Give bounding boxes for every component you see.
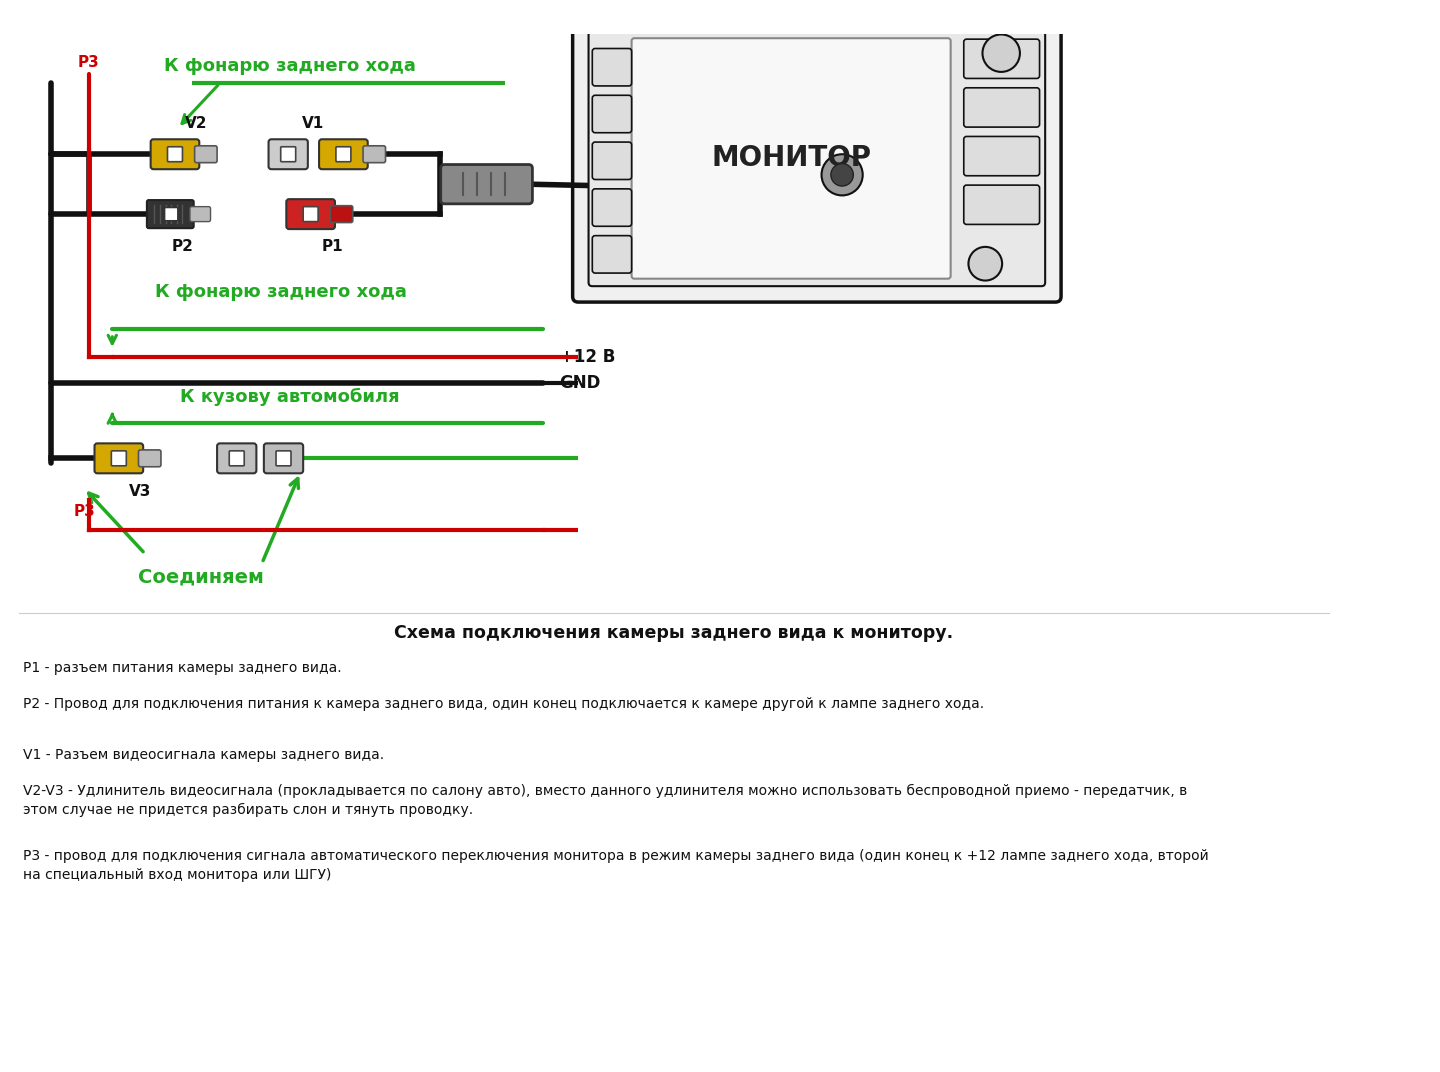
- FancyBboxPatch shape: [592, 95, 632, 133]
- FancyBboxPatch shape: [147, 200, 194, 228]
- FancyBboxPatch shape: [320, 139, 367, 169]
- Text: К кузову автомобиля: К кузову автомобиля: [180, 387, 400, 405]
- FancyBboxPatch shape: [330, 206, 353, 223]
- Text: GND: GND: [560, 373, 600, 391]
- FancyBboxPatch shape: [632, 39, 950, 279]
- FancyBboxPatch shape: [963, 185, 1040, 224]
- FancyBboxPatch shape: [441, 164, 533, 204]
- Text: этом случае не придется разбирать слон и тянуть проводку.: этом случае не придется разбирать слон и…: [23, 803, 474, 817]
- FancyBboxPatch shape: [573, 15, 1061, 302]
- Text: P3: P3: [78, 55, 99, 70]
- FancyBboxPatch shape: [276, 451, 291, 466]
- Text: P1: P1: [321, 239, 343, 254]
- Text: V1 - Разъем видеосигнала камеры заднего вида.: V1 - Разъем видеосигнала камеры заднего …: [23, 748, 384, 762]
- FancyBboxPatch shape: [933, 149, 1014, 215]
- Circle shape: [969, 247, 1002, 281]
- FancyBboxPatch shape: [268, 139, 308, 169]
- Text: P3 - провод для подключения сигнала автоматического переключения монитора в режи: P3 - провод для подключения сигнала авто…: [23, 849, 1210, 863]
- FancyBboxPatch shape: [363, 146, 386, 163]
- FancyBboxPatch shape: [95, 444, 143, 474]
- Text: К фонарю заднего хода: К фонарю заднего хода: [164, 57, 416, 75]
- Text: на специальный вход монитора или ШГУ): на специальный вход монитора или ШГУ): [23, 868, 331, 882]
- Text: V2: V2: [186, 116, 207, 131]
- Text: Схема подключения камеры заднего вида к монитору.: Схема подключения камеры заднего вида к …: [395, 624, 953, 642]
- FancyBboxPatch shape: [190, 207, 210, 222]
- Text: P1 - разъем питания камеры заднего вида.: P1 - разъем питания камеры заднего вида.: [23, 661, 343, 675]
- FancyBboxPatch shape: [868, 220, 919, 252]
- FancyBboxPatch shape: [217, 444, 256, 474]
- Text: P2: P2: [171, 239, 193, 254]
- Text: V1: V1: [302, 116, 324, 131]
- Text: V2-V3 - Удлинитель видеосигнала (прокладывается по салону авто), вместо данного : V2-V3 - Удлинитель видеосигнала (проклад…: [23, 784, 1188, 798]
- Text: +12 В: +12 В: [560, 348, 615, 367]
- FancyBboxPatch shape: [229, 451, 245, 466]
- FancyBboxPatch shape: [963, 136, 1040, 176]
- Text: К фонарю заднего хода: К фонарю заднего хода: [154, 283, 406, 301]
- FancyBboxPatch shape: [281, 147, 295, 162]
- FancyBboxPatch shape: [151, 139, 199, 169]
- FancyBboxPatch shape: [111, 451, 127, 466]
- FancyBboxPatch shape: [194, 146, 217, 163]
- FancyBboxPatch shape: [164, 208, 177, 221]
- FancyBboxPatch shape: [592, 143, 632, 179]
- FancyBboxPatch shape: [336, 147, 351, 162]
- FancyBboxPatch shape: [592, 48, 632, 86]
- FancyBboxPatch shape: [592, 189, 632, 226]
- Polygon shape: [716, 135, 805, 170]
- Circle shape: [831, 164, 854, 187]
- FancyBboxPatch shape: [138, 450, 161, 466]
- FancyBboxPatch shape: [963, 40, 1040, 78]
- FancyBboxPatch shape: [304, 207, 318, 222]
- Text: P2 - Провод для подключения питания к камера заднего вида, один конец подключает: P2 - Провод для подключения питания к ка…: [23, 697, 985, 711]
- FancyBboxPatch shape: [589, 31, 1045, 286]
- FancyBboxPatch shape: [167, 147, 183, 162]
- Circle shape: [812, 145, 873, 205]
- Text: P3: P3: [73, 504, 95, 519]
- FancyBboxPatch shape: [264, 444, 304, 474]
- FancyBboxPatch shape: [287, 199, 336, 229]
- FancyBboxPatch shape: [592, 236, 632, 273]
- FancyBboxPatch shape: [746, 130, 1004, 229]
- Text: V3: V3: [130, 483, 151, 498]
- Text: Соединяем: Соединяем: [138, 568, 264, 586]
- Circle shape: [982, 34, 1020, 72]
- Text: МОНИТОР: МОНИТОР: [711, 145, 871, 173]
- Text: Камера: Камера: [922, 86, 1007, 105]
- Circle shape: [822, 154, 863, 195]
- FancyBboxPatch shape: [963, 88, 1040, 128]
